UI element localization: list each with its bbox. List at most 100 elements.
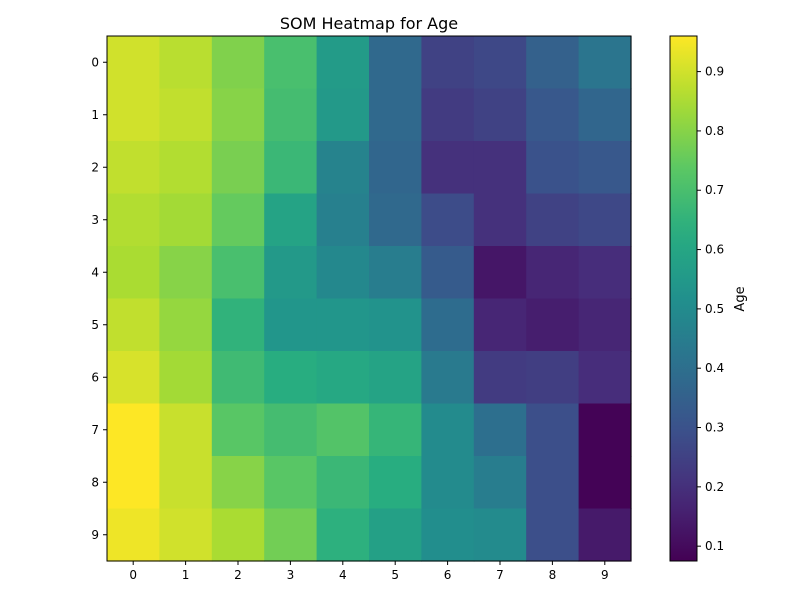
x-tick-label: 0	[129, 568, 137, 582]
heatmap-cell-r0-c3	[264, 36, 318, 90]
colorbar-tick-label: 0.9	[705, 65, 724, 79]
heatmap-cell-r5-c6	[421, 298, 475, 352]
heatmap-cell-r4-c8	[526, 246, 580, 300]
heatmap-cell-r3-c1	[159, 193, 213, 247]
heatmap-cell-r1-c6	[421, 88, 475, 142]
x-tick-label: 7	[496, 568, 504, 582]
heatmap-cell-r6-c4	[316, 351, 370, 405]
heatmap-cell-r1-c7	[473, 88, 527, 142]
heatmap-cell-r9-c0	[107, 508, 160, 562]
x-tick-label: 9	[601, 568, 609, 582]
heatmap-cell-r5-c9	[578, 298, 632, 352]
heatmap-cell-r8-c9	[578, 456, 632, 510]
heatmap-cell-r7-c7	[473, 403, 527, 457]
heatmap-cell-r0-c1	[159, 36, 213, 90]
heatmap-cell-r7-c2	[211, 403, 265, 457]
colorbar-tick-label: 0.4	[705, 361, 724, 375]
heatmap-cell-r0-c6	[421, 36, 475, 90]
heatmap-cell-r1-c0	[107, 88, 160, 142]
heatmap-cell-r6-c1	[159, 351, 213, 405]
heatmap-cell-r0-c5	[369, 36, 422, 90]
heatmap-cell-r0-c4	[316, 36, 370, 90]
colorbar-label: Age	[733, 286, 748, 311]
heatmap-cell-r2-c0	[107, 141, 160, 195]
x-tick-label: 1	[182, 568, 190, 582]
colorbar-tick-label: 0.5	[705, 302, 724, 316]
heatmap-cell-r3-c9	[578, 193, 632, 247]
y-tick-label: 0	[91, 55, 99, 69]
heatmap-cell-r8-c1	[159, 456, 213, 510]
heatmap-cell-r1-c1	[159, 88, 213, 142]
heatmap-cell-r3-c6	[421, 193, 475, 247]
heatmap-cell-r4-c2	[211, 246, 265, 300]
colorbar-tick-label: 0.3	[705, 421, 724, 435]
heatmap-cell-r2-c4	[316, 141, 370, 195]
colorbar-tick-label: 0.2	[705, 480, 724, 494]
heatmap-cell-r5-c5	[369, 298, 422, 352]
colorbar	[669, 35, 698, 562]
colorbar-ticks: 0.1 0.2 0.3 0.4 0.5 0.6 0.7 0.8 0.9	[697, 65, 724, 553]
heatmap-cell-r2-c3	[264, 141, 318, 195]
x-tick-label: 8	[549, 568, 557, 582]
colorbar-tick-label: 0.7	[705, 183, 724, 197]
heatmap-cell-r2-c8	[526, 141, 580, 195]
heatmap-cell-r5-c3	[264, 298, 318, 352]
x-tick-label: 5	[391, 568, 399, 582]
heatmap-cell-r9-c8	[526, 508, 580, 562]
heatmap-cell-r2-c5	[369, 141, 422, 195]
heatmap-cell-r1-c3	[264, 88, 318, 142]
heatmap-cell-r5-c8	[526, 298, 580, 352]
heatmap-cell-r2-c7	[473, 141, 527, 195]
heatmap-cell-r4-c3	[264, 246, 318, 300]
heatmap-cell-r9-c3	[264, 508, 318, 562]
heatmap-cell-r7-c6	[421, 403, 475, 457]
heatmap-cell-r1-c2	[211, 88, 265, 142]
heatmap-cell-r2-c2	[211, 141, 265, 195]
heatmap-cell-r5-c4	[316, 298, 370, 352]
heatmap-cells	[107, 36, 632, 562]
heatmap-cell-r6-c0	[107, 351, 160, 405]
y-tick-label: 3	[91, 213, 99, 227]
colorbar-tick-label: 0.1	[705, 539, 724, 553]
heatmap-cell-r6-c5	[369, 351, 422, 405]
heatmap-cell-r4-c0	[107, 246, 160, 300]
heatmap-cell-r1-c4	[316, 88, 370, 142]
heatmap-cell-r7-c9	[578, 403, 632, 457]
heatmap-cell-r8-c4	[316, 456, 370, 510]
heatmap-cell-r1-c8	[526, 88, 580, 142]
heatmap-cell-r7-c0	[107, 403, 160, 457]
heatmap-cell-r8-c2	[211, 456, 265, 510]
heatmap-cell-r3-c7	[473, 193, 527, 247]
heatmap-cell-r3-c8	[526, 193, 580, 247]
heatmap-cell-r7-c4	[316, 403, 370, 457]
heatmap-cell-r6-c3	[264, 351, 318, 405]
heatmap-cell-r5-c7	[473, 298, 527, 352]
heatmap-cell-r7-c3	[264, 403, 318, 457]
y-tick-label: 4	[91, 265, 99, 279]
colorbar-tick-label: 0.8	[705, 124, 724, 138]
heatmap-cell-r0-c7	[473, 36, 527, 90]
heatmap-cell-r8-c0	[107, 456, 160, 510]
heatmap-cell-r6-c6	[421, 351, 475, 405]
heatmap-cell-r9-c1	[159, 508, 213, 562]
heatmap-cell-r6-c9	[578, 351, 632, 405]
heatmap-cell-r9-c6	[421, 508, 475, 562]
heatmap-cell-r3-c5	[369, 193, 422, 247]
heatmap-cell-r9-c4	[316, 508, 370, 562]
heatmap-cell-r9-c7	[473, 508, 527, 562]
heatmap-cell-r8-c6	[421, 456, 475, 510]
y-tick-label: 5	[91, 318, 99, 332]
heatmap-cell-r9-c5	[369, 508, 422, 562]
heatmap-cell-r8-c8	[526, 456, 580, 510]
plot-frame	[106, 35, 632, 562]
heatmap-cell-r0-c0	[107, 36, 160, 90]
heatmap-cell-r4-c9	[578, 246, 632, 300]
heatmap-cell-r2-c6	[421, 141, 475, 195]
x-tick-label: 2	[234, 568, 242, 582]
heatmap-cell-r4-c4	[316, 246, 370, 300]
colorbar-tick-label: 0.6	[705, 243, 724, 257]
y-tick-label: 1	[91, 108, 99, 122]
heatmap-cell-r3-c2	[211, 193, 265, 247]
heatmap-cell-r0-c2	[211, 36, 265, 90]
